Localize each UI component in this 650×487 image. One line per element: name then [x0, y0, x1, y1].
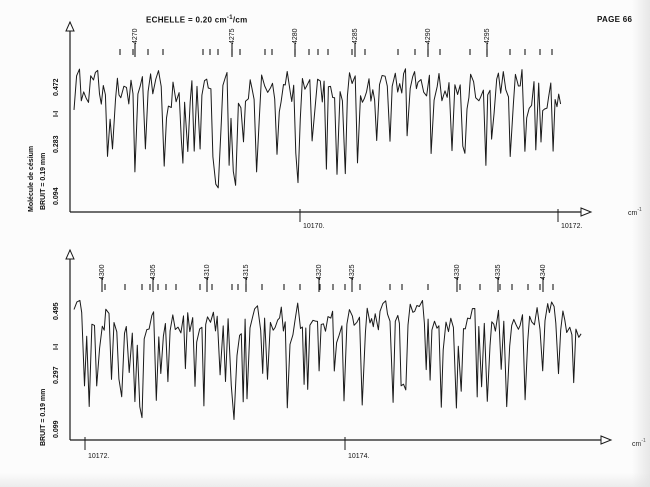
- page-number: PAGE 66: [597, 15, 633, 24]
- panel1-line-number: 4295: [484, 28, 491, 44]
- panel2-line-number: 4320: [316, 264, 323, 280]
- panel1-line-number: 4270: [132, 28, 139, 44]
- panel2-line-number: 4340: [540, 264, 547, 280]
- panel2-line-number: 4300: [99, 264, 106, 280]
- panel1-line-number: 4285: [352, 28, 359, 44]
- panel2-line-number: 4330: [454, 264, 461, 280]
- panel2-line-number: 4315: [243, 264, 250, 280]
- panel1-x-tick-label: 10172.: [561, 223, 582, 230]
- panel2-x-tick-label: 10174.: [348, 453, 369, 460]
- panel1-x-tick-label: 10170.: [303, 223, 324, 230]
- panel1-line-number: 4290: [425, 28, 432, 44]
- panel2-line-number: 4335: [495, 264, 502, 280]
- panel2-line-number: 4325: [349, 264, 356, 280]
- panel2-x-arrow: [600, 435, 613, 445]
- panel2-line-number: 4310: [204, 264, 211, 280]
- panel1-x-arrow: [580, 207, 593, 217]
- panel2-x-tick-label: 10172.: [88, 453, 109, 460]
- scan-bottom-shade: [0, 473, 650, 487]
- panel2-y-arrow: [65, 248, 75, 260]
- panel2-line-number: 4305: [150, 264, 157, 280]
- panel1-y-arrow: [65, 20, 75, 32]
- panel1-line-number: 4275: [229, 28, 236, 44]
- scale-header: ECHELLE = 0.20 cm-1/cm: [146, 15, 248, 25]
- panel2-spectrum-trace: [73, 299, 582, 420]
- panel1-line-number: 4280: [292, 28, 299, 44]
- scan-edge-shade: [632, 0, 650, 487]
- panel1-spectrum-trace: [73, 68, 562, 189]
